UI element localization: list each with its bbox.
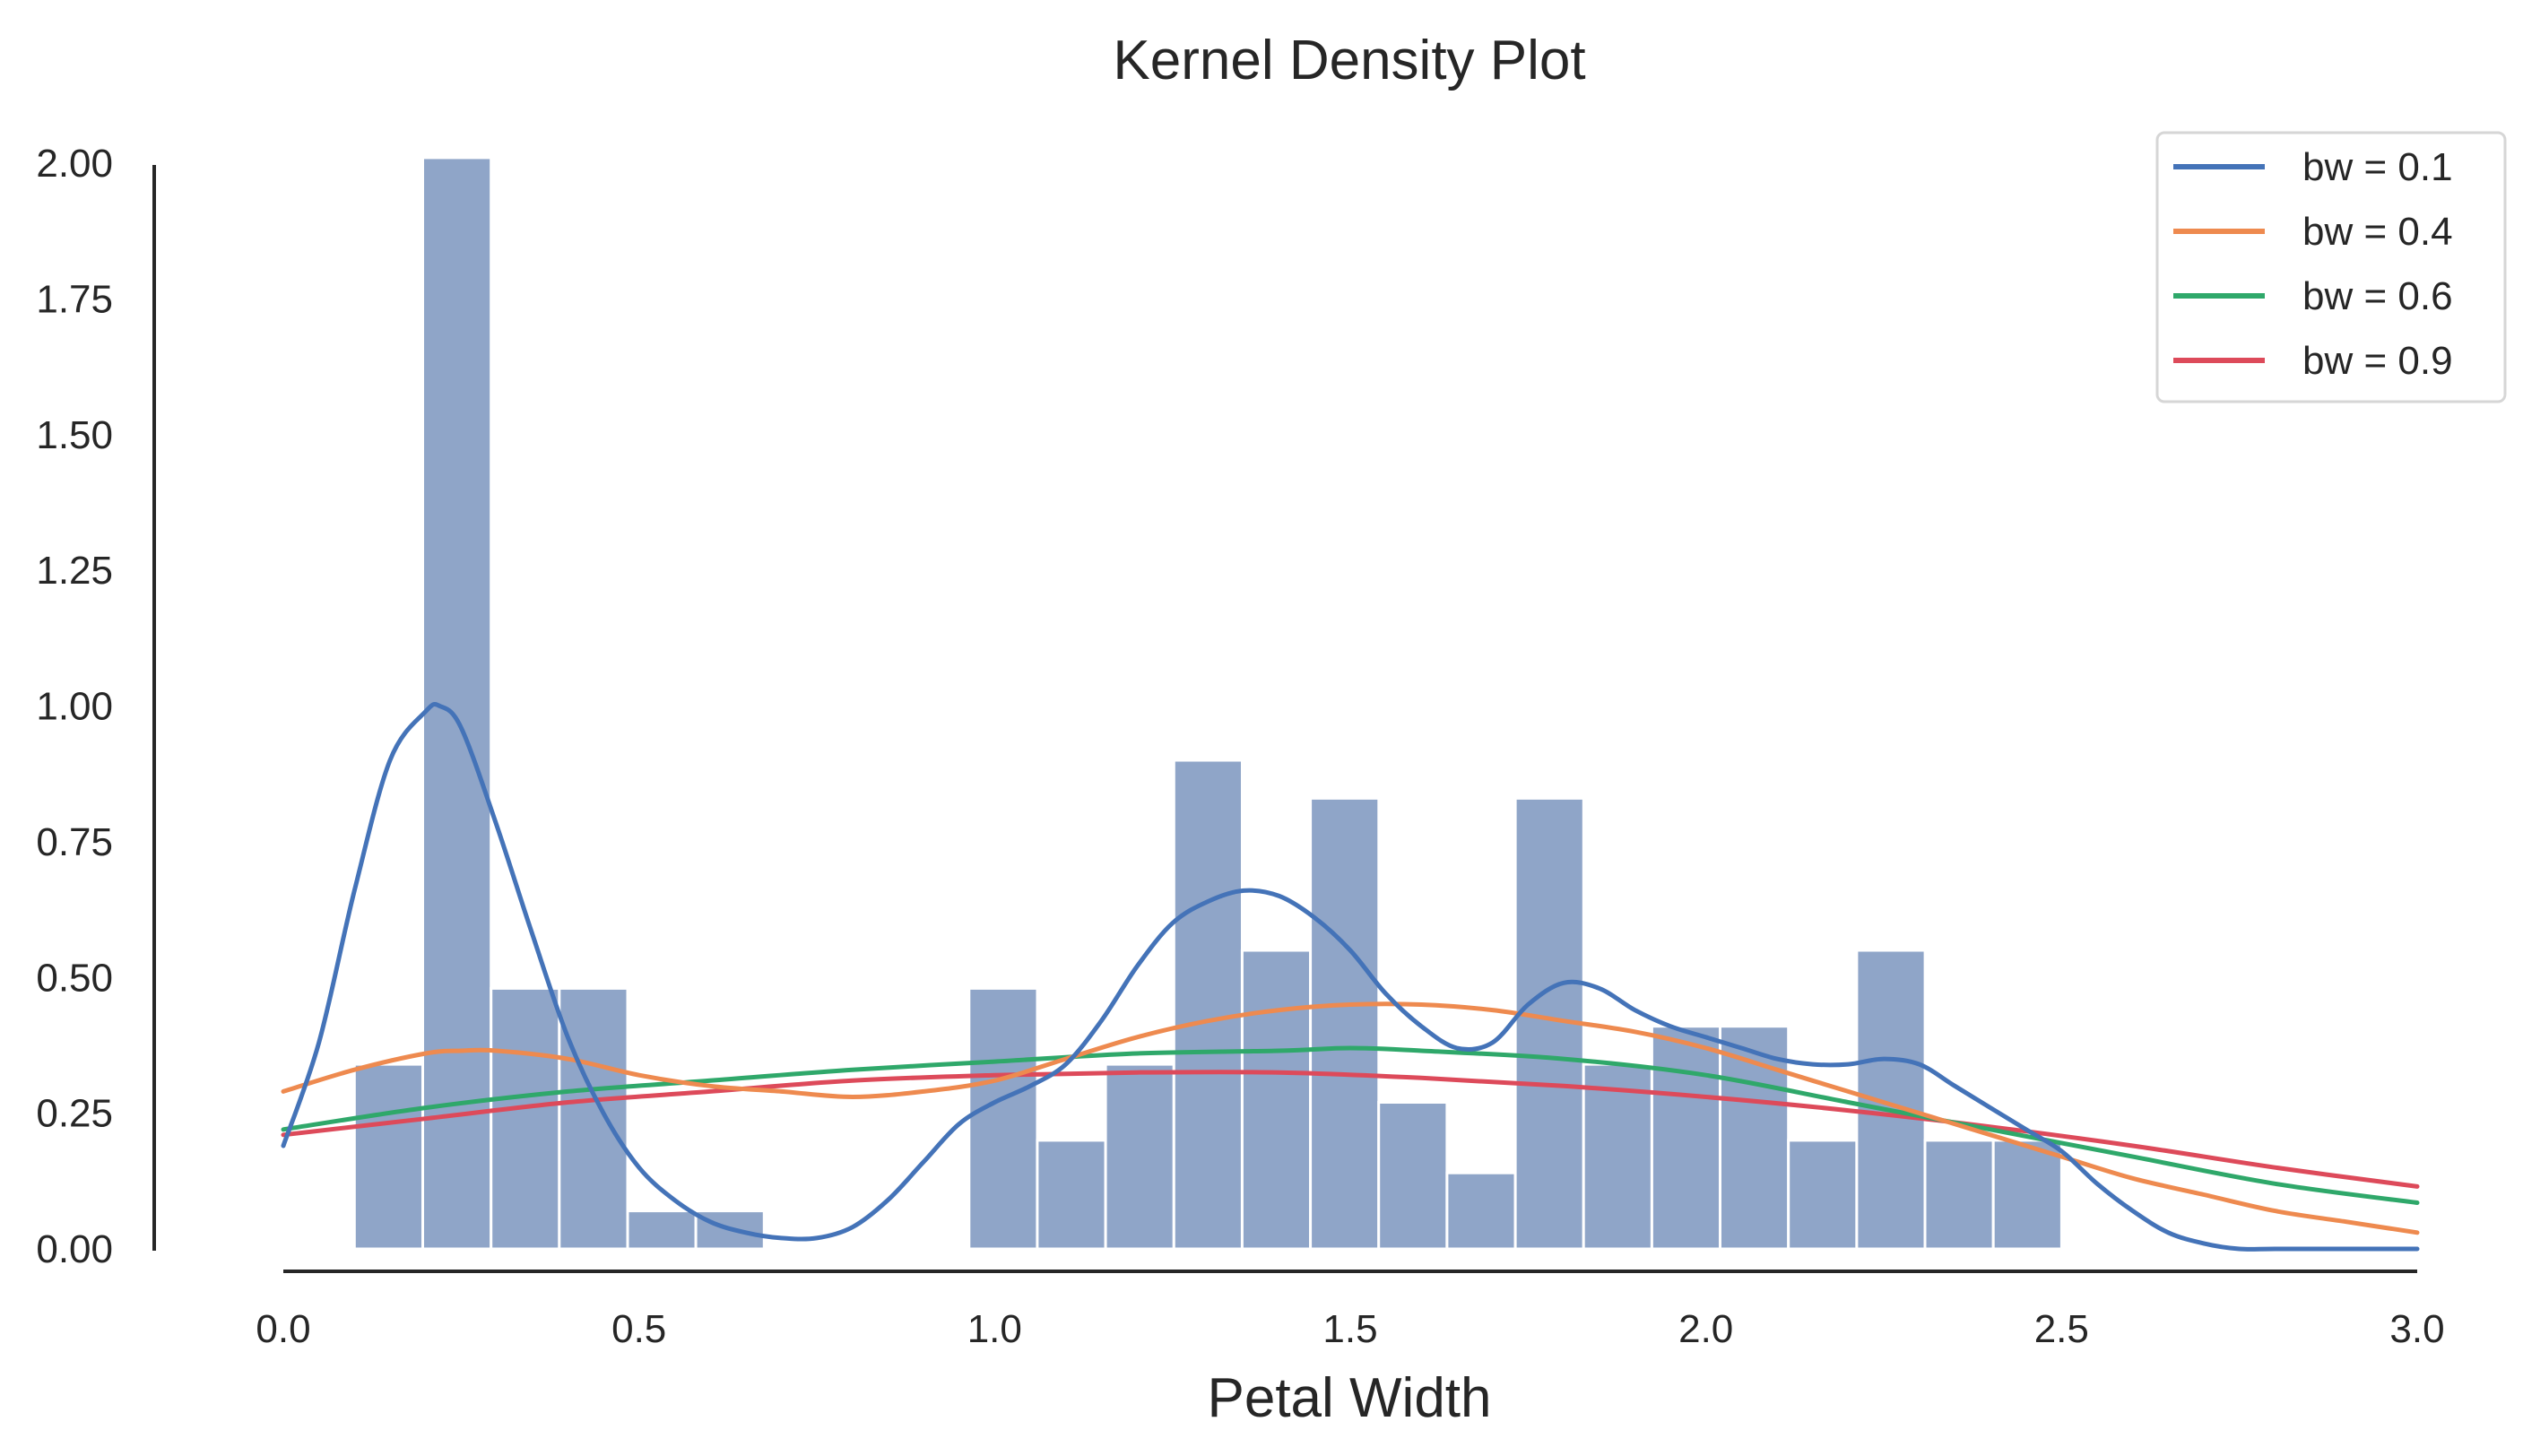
histogram-bar-4 xyxy=(626,1209,698,1251)
histogram-bar-19 xyxy=(1650,1025,1722,1251)
legend: bw = 0.1 bw = 0.4 bw = 0.6 bw = 0.9 xyxy=(2155,131,2507,403)
x-tick-label: 2.0 xyxy=(1678,1307,1733,1351)
histogram-bar-15 xyxy=(1377,1101,1449,1251)
histogram-bar-11 xyxy=(1104,1062,1175,1251)
legend-label-2: bw = 0.6 xyxy=(2302,274,2453,318)
histogram-bar-16 xyxy=(1445,1171,1517,1251)
histogram-bar-22 xyxy=(1855,949,1927,1251)
histogram-bar-10 xyxy=(1036,1139,1107,1251)
histogram-bar-9 xyxy=(967,986,1039,1251)
x-tick-label: 1.5 xyxy=(1322,1307,1377,1351)
kde-line-3 xyxy=(281,1070,2420,1189)
y-tick-label: 1.75 xyxy=(36,277,113,321)
y-tick-label: 1.00 xyxy=(36,685,113,729)
legend-label-1: bw = 0.4 xyxy=(2302,210,2453,254)
kde-line-0 xyxy=(281,701,2420,1252)
histogram-bar-12 xyxy=(1172,758,1244,1251)
y-tick-label: 1.25 xyxy=(36,549,113,593)
y-tick-label: 0.00 xyxy=(36,1227,113,1271)
histogram-bar-24 xyxy=(1991,1139,2063,1251)
legend-label-0: bw = 0.1 xyxy=(2302,145,2453,189)
histogram-bars xyxy=(352,156,2063,1251)
axes: 0.00 0.25 0.50 0.75 1.00 1.25 1.50 1.75 2.00 0.0 0… xyxy=(36,142,2444,1351)
kde-lines xyxy=(281,701,2420,1252)
x-tick-label: 0.0 xyxy=(256,1307,310,1351)
y-tick-label: 0.50 xyxy=(36,956,113,1000)
x-tick-label: 1.0 xyxy=(967,1307,1022,1351)
histogram-bar-2 xyxy=(490,986,561,1251)
kde-line-1 xyxy=(281,1001,2420,1235)
y-tick-label: 0.75 xyxy=(36,820,113,864)
y-tick-label: 0.25 xyxy=(36,1092,113,1136)
legend-box xyxy=(2155,131,2507,403)
x-tick-label: 0.5 xyxy=(611,1307,666,1351)
histogram-bar-20 xyxy=(1719,1025,1790,1251)
y-tick-label: 2.00 xyxy=(36,142,113,186)
histogram-bar-21 xyxy=(1787,1139,1859,1251)
chart-title: Kernel Density Plot xyxy=(1113,30,1585,91)
x-tick-label: 2.5 xyxy=(2034,1307,2089,1351)
histogram-bar-13 xyxy=(1240,949,1313,1251)
histogram-bar-14 xyxy=(1309,796,1381,1251)
legend-label-3: bw = 0.9 xyxy=(2302,339,2453,383)
x-axis-label: Petal Width xyxy=(1207,1367,1491,1429)
histogram-bar-0 xyxy=(352,1062,424,1251)
x-tick-label: 3.0 xyxy=(2389,1307,2444,1351)
y-tick-label: 1.50 xyxy=(36,413,113,457)
histogram-bar-23 xyxy=(1923,1139,1995,1251)
histogram-bar-3 xyxy=(558,986,629,1251)
